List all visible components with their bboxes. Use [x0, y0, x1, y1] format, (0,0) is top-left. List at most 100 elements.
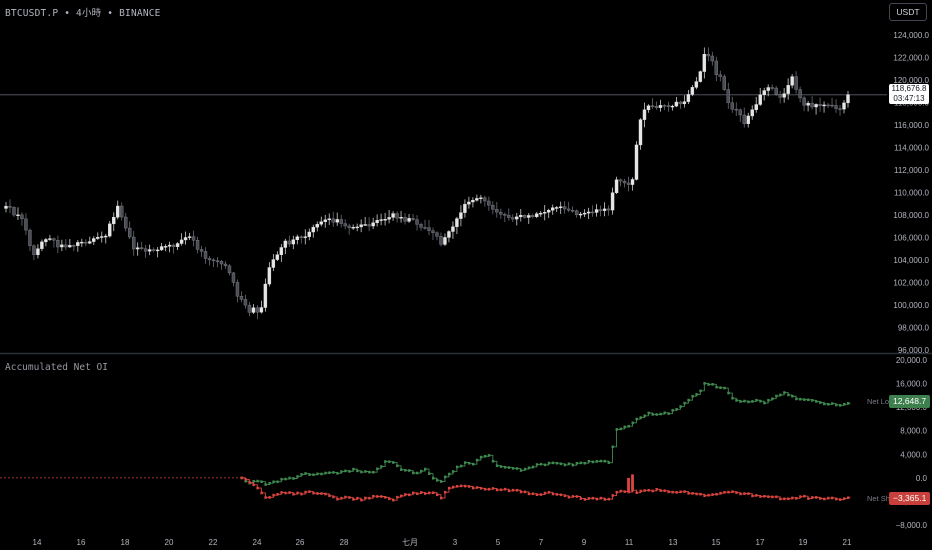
candle — [554, 206, 559, 212]
candle — [834, 99, 838, 113]
candle — [275, 251, 280, 261]
candle-body — [375, 220, 379, 223]
candle-body — [219, 261, 224, 265]
candle-body — [339, 219, 343, 224]
candle — [251, 304, 256, 315]
candle — [315, 221, 319, 232]
candle-body — [834, 105, 838, 109]
candle — [622, 178, 627, 188]
candle-body — [367, 224, 371, 227]
oi-axis-tick: −8,000.0 — [896, 521, 928, 530]
candle-body — [706, 54, 711, 57]
candle-body — [267, 267, 272, 285]
candle — [523, 214, 527, 219]
time-axis-tick: 21 — [843, 538, 852, 547]
candle — [120, 202, 124, 221]
price-axis-tick: 102,000.0 — [893, 278, 929, 287]
candle-body — [427, 227, 431, 231]
candle — [730, 96, 734, 113]
candle — [419, 222, 423, 231]
candle — [750, 105, 754, 120]
candle — [339, 214, 343, 228]
candle-body — [590, 211, 595, 214]
candle-body — [120, 205, 124, 218]
candle — [443, 233, 447, 246]
net-long-label: Net Lo — [867, 397, 890, 406]
candle — [52, 237, 56, 248]
candle — [459, 205, 463, 227]
candle — [682, 95, 687, 108]
candle — [303, 229, 307, 245]
currency-button[interactable]: USDT — [889, 3, 927, 21]
exchange-label: BINANCE — [119, 8, 161, 19]
candle-body — [60, 244, 64, 248]
candle — [806, 101, 810, 112]
candle — [323, 214, 327, 228]
indicator-title[interactable]: Accumulated Net OI — [5, 362, 108, 373]
candle — [112, 212, 116, 232]
candle-body — [143, 248, 148, 252]
price-axis-tick: 120,000.0 — [893, 76, 929, 85]
candle — [774, 86, 778, 96]
candle-body — [798, 89, 802, 99]
candle-body — [618, 179, 623, 182]
candle — [479, 194, 483, 204]
candle — [48, 234, 52, 241]
candle-body — [24, 218, 28, 231]
candle — [630, 177, 635, 191]
candle — [686, 89, 691, 104]
candle — [391, 211, 395, 221]
candle-body — [211, 259, 216, 262]
candle-body — [135, 247, 140, 250]
candle — [606, 205, 611, 216]
candle-body — [630, 179, 635, 185]
net-short-label: Net Sh — [867, 494, 890, 503]
candle — [646, 104, 651, 113]
candle-body — [80, 241, 84, 244]
candle — [511, 214, 515, 223]
candle — [319, 216, 323, 227]
candle-body — [638, 119, 643, 146]
candle — [535, 211, 539, 219]
candle — [483, 195, 487, 207]
price-axis-tick: 108,000.0 — [893, 211, 929, 220]
candle-body — [515, 216, 519, 220]
candle — [674, 96, 679, 108]
candle-body — [582, 212, 587, 215]
candle-body — [686, 94, 691, 102]
candle — [431, 227, 435, 241]
candle-body — [491, 204, 495, 210]
candle — [427, 219, 431, 236]
candle — [259, 300, 264, 314]
candle-body — [287, 240, 292, 245]
candle — [718, 70, 723, 82]
candle — [734, 102, 738, 116]
candle-body — [614, 179, 619, 193]
candle — [602, 202, 607, 217]
candle — [287, 235, 292, 247]
candle — [311, 224, 315, 238]
candle — [690, 85, 695, 97]
candle — [403, 213, 407, 225]
candle — [231, 271, 236, 287]
candle — [159, 243, 164, 251]
time-axis-tick: 11 — [625, 538, 634, 547]
candle — [92, 236, 96, 245]
candle — [379, 213, 383, 226]
candle-body — [215, 260, 220, 262]
candle — [698, 70, 703, 83]
candle-body — [84, 241, 88, 244]
candle — [503, 212, 507, 223]
symbol-title[interactable]: BTCUSDT.P • 4小時 • BINANCE — [5, 5, 161, 19]
candle — [383, 213, 387, 226]
candle-body — [742, 114, 746, 124]
candle-body — [566, 208, 571, 211]
oi-axis-tick: 20,000.0 — [896, 356, 928, 365]
price-axis-tick: 112,000.0 — [894, 166, 930, 175]
candle — [435, 231, 439, 241]
candle — [722, 74, 726, 91]
candle-body — [634, 144, 639, 180]
candle-body — [355, 226, 359, 229]
candle — [64, 239, 68, 251]
